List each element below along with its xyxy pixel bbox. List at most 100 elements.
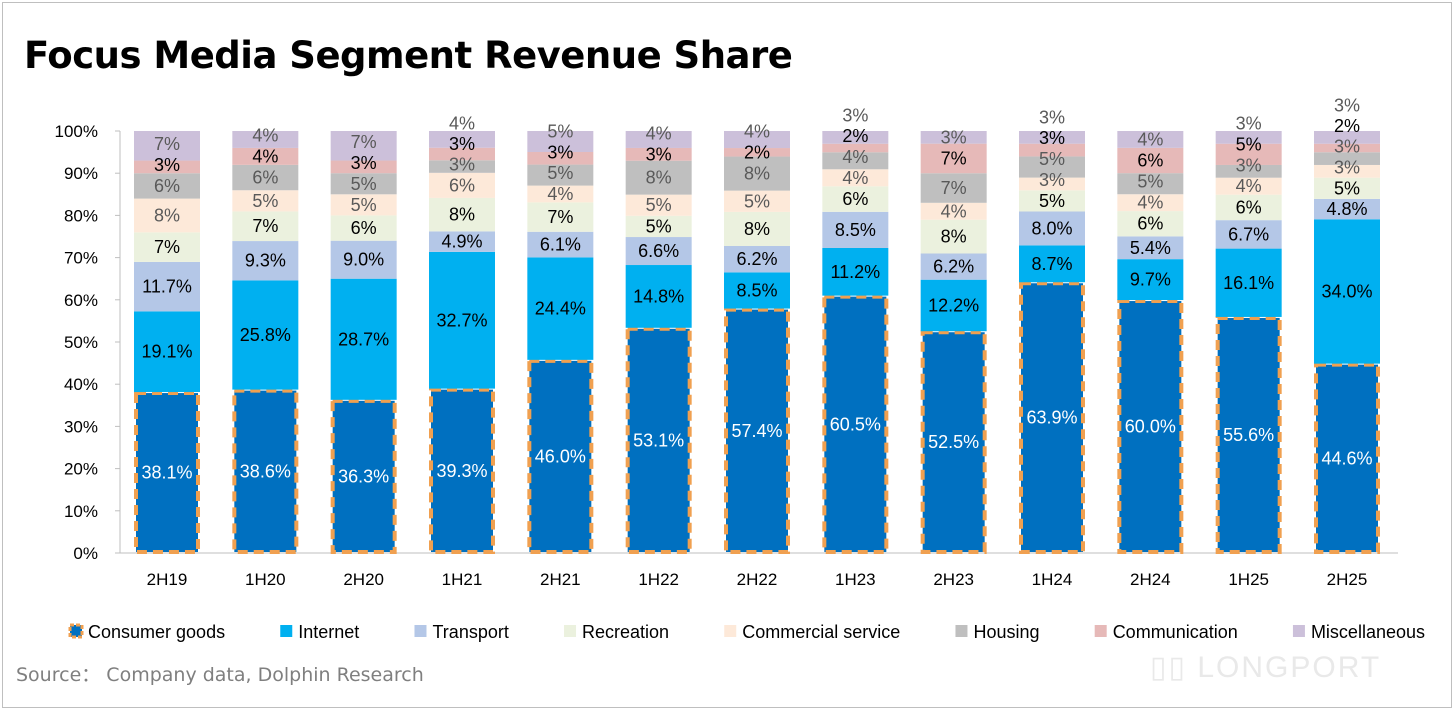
data-label: 3%: [1039, 170, 1065, 190]
data-label: 5%: [1039, 149, 1065, 169]
bar-segment-recreation: [822, 186, 889, 212]
bar-segment-commercial-service: [330, 194, 397, 216]
data-label: 4%: [252, 146, 278, 166]
data-label: 3%: [1334, 137, 1360, 157]
data-label: 6%: [449, 175, 475, 195]
data-label: 14.8%: [633, 286, 684, 306]
bar-segment-housing: [822, 152, 889, 170]
bar-segment-transport: [429, 231, 495, 252]
data-label: 57.4%: [731, 421, 782, 441]
legend-label: Recreation: [582, 622, 669, 642]
bar-segment-consumer-goods: [429, 387, 495, 554]
x-tick-label: 2H23: [933, 570, 974, 589]
data-label: 19.1%: [141, 342, 192, 362]
bar-segment-communication: [429, 147, 495, 161]
bar-segment-transport: [134, 261, 200, 312]
data-label: 4.9%: [441, 232, 482, 252]
y-tick-label: 20%: [64, 460, 98, 479]
data-label: 25.8%: [240, 325, 291, 345]
bar-segment-recreation: [330, 215, 397, 241]
legend-swatch: [564, 625, 577, 637]
bar-segment-transport: [1215, 220, 1282, 249]
data-label: 4%: [842, 147, 868, 167]
data-label: 4.8%: [1326, 199, 1367, 219]
x-tick-label: 1H25: [1228, 570, 1269, 589]
data-label: 5.4%: [1130, 238, 1171, 258]
bar-segment-recreation: [232, 211, 299, 242]
bar-segment-communication: [134, 160, 200, 174]
y-tick-label: 50%: [64, 333, 98, 352]
bar-segment-recreation: [724, 211, 790, 246]
bar-segment-commercial-service: [1215, 177, 1282, 195]
bar-segment-miscellaneous: [625, 131, 692, 148]
bar-segment-miscellaneous: [527, 131, 594, 152]
data-label: 6.7%: [1228, 224, 1269, 244]
data-label: 4%: [1137, 193, 1163, 213]
x-tick-label: 2H20: [343, 570, 384, 589]
data-label: 36.3%: [338, 466, 389, 486]
bar-segment-consumer-goods: [625, 326, 692, 554]
data-label: 3%: [646, 144, 672, 164]
legend-swatch: [955, 625, 968, 637]
x-tick-label: 1H24: [1032, 570, 1073, 589]
bar-segment-housing: [724, 156, 790, 191]
data-label: 8%: [646, 168, 672, 188]
watermark-logo: ▯▯ LONGPORT: [1150, 651, 1382, 684]
bar-segment-transport: [920, 253, 987, 280]
bar-segment-internet: [330, 278, 397, 400]
data-label: 32.7%: [436, 310, 487, 330]
bar-segment-consumer-goods: [822, 294, 889, 554]
data-label: 6%: [1137, 151, 1163, 171]
bar-segment-communication: [330, 160, 397, 174]
bar-segment-commercial-service: [625, 194, 692, 216]
data-label: 28.7%: [338, 329, 389, 349]
bar-segment-consumer-goods: [232, 388, 299, 554]
bar-segment-transport: [724, 245, 790, 273]
data-label: 3%: [1236, 155, 1262, 175]
bar-segment-internet: [1215, 248, 1282, 317]
y-tick-label: 0%: [73, 544, 98, 563]
legend-swatch: [724, 625, 737, 637]
bar-segment-housing: [1019, 156, 1085, 178]
bar-segment-recreation: [1019, 190, 1085, 212]
bar-segment-commercial-service: [822, 169, 889, 187]
bar-segment-commercial-service: [527, 185, 594, 203]
bar-segment-commercial-service: [1019, 177, 1085, 191]
data-label: 38.1%: [141, 463, 192, 483]
x-tick-label: 2H24: [1130, 570, 1171, 589]
bar-segment-transport: [1314, 198, 1380, 220]
data-label: 6.2%: [933, 257, 974, 277]
bar-segment-recreation: [527, 202, 594, 232]
data-label: 4%: [252, 125, 278, 145]
data-label: 9.3%: [245, 251, 286, 271]
bar-segment-internet: [920, 279, 987, 332]
data-label: 5%: [1236, 134, 1262, 154]
data-label: 2%: [1334, 116, 1360, 136]
bar-segment-internet: [527, 257, 594, 360]
data-label: 60.5%: [830, 414, 881, 434]
bar-segment-internet: [232, 280, 299, 390]
data-label: 63.9%: [1026, 408, 1077, 428]
data-label: 52.5%: [928, 432, 979, 452]
data-label: 6.6%: [638, 241, 679, 261]
bar-segment-commercial-service: [920, 202, 987, 220]
data-label: 12.2%: [928, 295, 979, 315]
bar-segment-miscellaneous: [822, 131, 889, 144]
bar-segment-miscellaneous: [429, 131, 495, 148]
data-label: 3%: [941, 127, 967, 147]
bar-segment-communication: [625, 147, 692, 161]
y-tick-label: 90%: [64, 164, 98, 183]
bar-segment-consumer-goods: [1117, 299, 1184, 554]
data-label: 3%: [449, 155, 475, 175]
data-label: 8%: [744, 164, 770, 184]
bar-segment-communication: [1117, 147, 1184, 174]
data-label: 8%: [941, 227, 967, 247]
bar-segment-commercial-service: [429, 172, 495, 198]
bar-segment-miscellaneous: [232, 131, 299, 148]
data-label: 5%: [646, 195, 672, 215]
source-note: Source： Company data, Dolphin Research: [16, 664, 424, 686]
data-label: 6%: [1137, 214, 1163, 234]
data-label: 7%: [154, 134, 180, 154]
y-tick-label: 80%: [64, 206, 98, 225]
bar-segment-consumer-goods: [1019, 281, 1085, 554]
